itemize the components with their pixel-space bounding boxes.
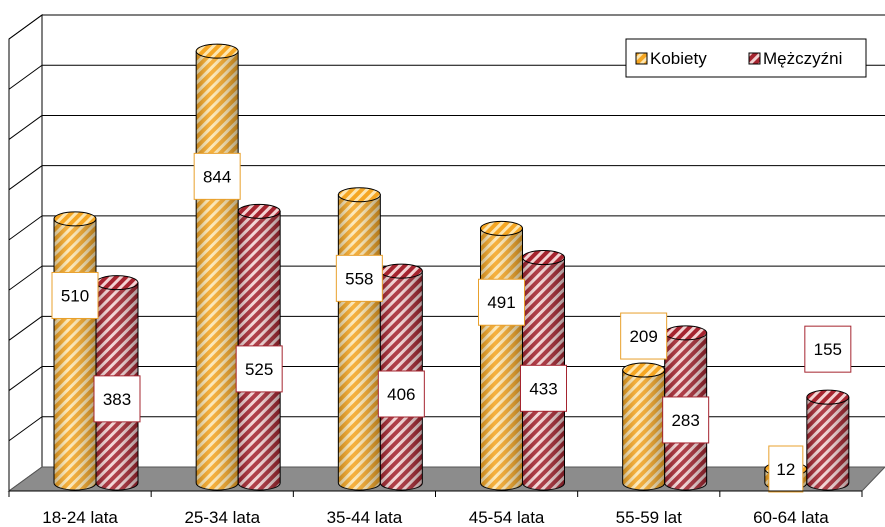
gridline-side: [8, 64, 43, 90]
data-label-kobiety-1-box: [193, 152, 241, 200]
gridline-side: [8, 366, 43, 391]
data-label-mężczyźni-3-box: [520, 364, 567, 412]
bar-shade: [54, 218, 96, 490]
bar-top: [237, 203, 281, 219]
data-label-mężczyźni-1-box: [235, 345, 283, 393]
bar-top: [664, 325, 708, 341]
bar-top: [806, 389, 850, 405]
bar-shade: [480, 228, 523, 491]
gridlines: [8, 14, 885, 442]
gridline-side: [8, 265, 43, 291]
bar-shade: [338, 194, 381, 490]
data-label-kobiety-3: 491: [487, 293, 515, 312]
x-axis: 18-24 lata 25-34 lata 35-44 lata 45-54 lata…: [8, 490, 863, 527]
x-tick-label: 55-59 lat: [616, 508, 682, 527]
bar-top: [379, 263, 423, 279]
legend: Kobiety Mężczyźni: [625, 38, 867, 78]
data-label-mężczyźni-2: 406: [387, 385, 415, 404]
bars: [53, 43, 850, 491]
x-tick-label: 60-64 lata: [753, 508, 829, 527]
gridline-side: [8, 315, 43, 341]
bar-top: [53, 211, 97, 227]
legend-label-kobiety: Kobiety: [650, 49, 707, 68]
data-label-mężczyźni-0-box: [93, 375, 141, 423]
bar-shade: [622, 370, 665, 490]
bar-kobiety-0: [53, 211, 97, 491]
data-label-kobiety-1: 844: [203, 167, 231, 186]
legend-swatch-mężczyźni: [748, 52, 761, 65]
bar-shade: [196, 51, 239, 490]
bar-top: [195, 43, 239, 59]
bar-kobiety-1: [195, 43, 239, 491]
legend-swatch-kobiety: [635, 52, 648, 65]
gridline-side: [8, 165, 43, 191]
data-label-mężczyźni-4: 283: [671, 411, 699, 430]
bar-top: [480, 220, 523, 236]
data-label-mężczyźni-3: 433: [529, 379, 557, 398]
side-wall: [8, 14, 43, 492]
x-tick-label: 18-24 lata: [42, 508, 118, 527]
data-label-mężczyźni-5: 155: [814, 340, 842, 359]
legend-label-mężczyźni: Mężczyźni: [763, 49, 842, 68]
data-label-mężczyźni-1: 525: [245, 360, 273, 379]
data-label-kobiety-3-box: [478, 278, 525, 326]
bar-kobiety-4: [622, 362, 666, 491]
chart-floor: [7, 466, 885, 492]
data-label-mężczyźni-0: 383: [103, 390, 131, 409]
data-label-kobiety-2: 558: [345, 269, 373, 288]
data-label-mężczyźni-5-box: [804, 325, 852, 373]
gridline-side: [8, 416, 43, 442]
bar-top: [522, 250, 565, 266]
data-label-kobiety-4-box: [620, 312, 668, 360]
gridline-side: [8, 14, 43, 40]
data-label-kobiety-5: 12: [776, 460, 795, 479]
gridline-side: [8, 115, 43, 140]
data-label-mężczyźni-2-box: [377, 370, 425, 418]
data-label-kobiety-5-box: [768, 445, 804, 493]
data-labels: 510 383 844 525 558 406 491 433 209 283 12 155: [51, 152, 852, 493]
legend-box: [625, 38, 867, 78]
bar-top: [95, 275, 139, 291]
data-label-kobiety-2-box: [335, 254, 383, 302]
bar-kobiety-3: [480, 220, 523, 491]
data-label-kobiety-0-box: [51, 271, 99, 319]
bar-kobiety-2: [337, 187, 381, 491]
x-tick-label: 45-54 lata: [469, 508, 545, 527]
data-label-kobiety-4: 209: [629, 327, 657, 346]
bar-top: [622, 362, 666, 378]
x-tick-label: 25-34 lata: [184, 508, 260, 527]
data-label-mężczyźni-4-box: [662, 396, 710, 444]
x-tick-label: 35-44 lata: [327, 508, 403, 527]
bar-shade: [806, 397, 849, 490]
bar-mężczyźni-5: [806, 389, 850, 491]
data-label-kobiety-0: 510: [61, 286, 89, 305]
bar-top: [337, 187, 381, 203]
gridline-side: [8, 215, 43, 241]
